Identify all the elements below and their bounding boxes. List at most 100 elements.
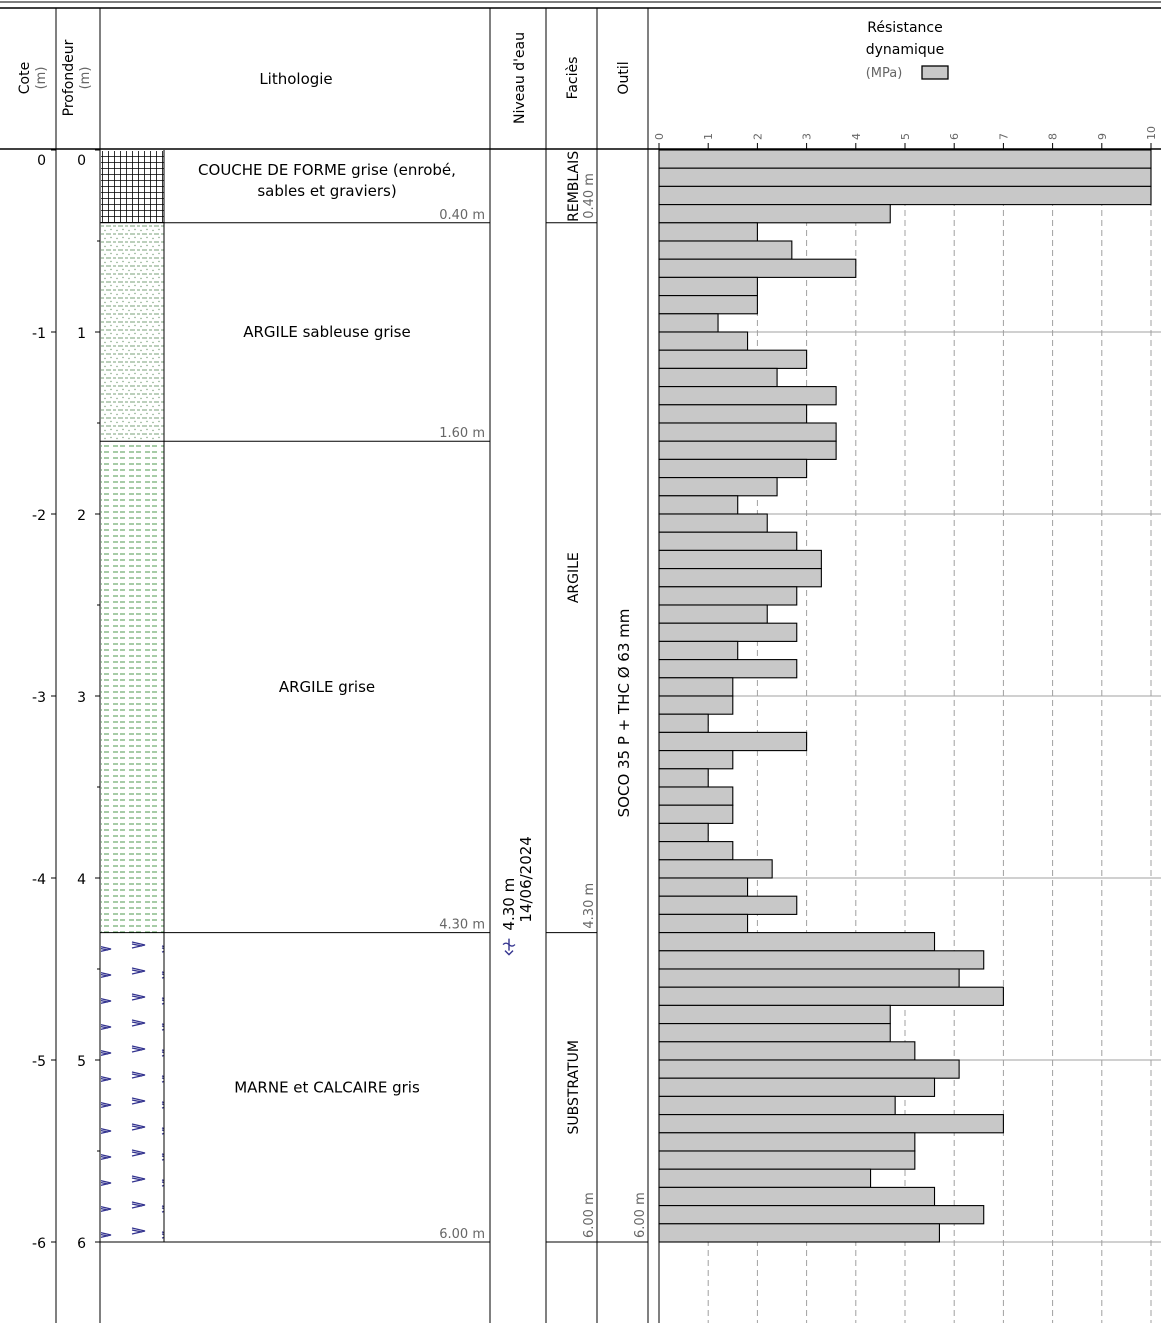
niveau-eau-header: Niveau d'eau xyxy=(512,32,528,124)
layer-description: ARGILE grise xyxy=(279,678,375,696)
layer-base-depth: 4.30 m xyxy=(439,918,485,933)
layer-base-depth: 6.00 m xyxy=(439,1227,485,1242)
lithology-pattern-marl xyxy=(101,933,164,1242)
lithologie-header: Lithologie xyxy=(259,70,332,88)
layer-description: sables et graviers) xyxy=(257,182,396,200)
resistance-bar xyxy=(658,804,734,824)
resistance-bar xyxy=(658,1023,891,1043)
resistance-bar xyxy=(658,786,734,806)
cote-label: -4 xyxy=(32,872,46,888)
cote-label: -5 xyxy=(32,1054,46,1070)
resistance-bar xyxy=(658,659,798,679)
cote-label: -3 xyxy=(32,690,46,706)
resistance-bar xyxy=(658,331,749,351)
resistance-bar xyxy=(658,859,773,879)
resistance-bar xyxy=(658,1186,936,1207)
resistance-bar xyxy=(658,149,1152,169)
water-level-date: 14/06/2024 xyxy=(517,836,535,922)
resistance-bar xyxy=(658,258,857,278)
x-tick-label: 3 xyxy=(801,133,814,140)
x-tick-label: 9 xyxy=(1096,133,1109,140)
resistance-bar xyxy=(658,531,798,551)
facies-name: SUBSTRATUM xyxy=(566,1040,582,1134)
x-tick-label: 1 xyxy=(702,133,715,140)
cote-label: -1 xyxy=(32,326,46,342)
resistance-bar xyxy=(658,841,734,861)
x-tick-label: 2 xyxy=(751,133,764,140)
layer-description: COUCHE DE FORME grise (enrobé, xyxy=(198,161,456,179)
tool-base-depth: 6.00 m xyxy=(633,1192,648,1238)
depth-label: 4 xyxy=(77,872,86,888)
cote-label: -2 xyxy=(32,508,46,524)
facies-base-depth: 4.30 m xyxy=(582,883,597,929)
profondeur-header: Profondeur xyxy=(61,39,77,116)
resistance-bar xyxy=(658,367,778,388)
depth-label: 1 xyxy=(77,326,86,342)
lithology-column: COUCHE DE FORME grise (enrobé, sables et … xyxy=(100,150,490,1243)
x-tick-label: 0 xyxy=(653,133,666,140)
profondeur-unit: (m) xyxy=(78,67,93,90)
depth-label: 5 xyxy=(77,1054,86,1070)
facies-base-depth: 0.40 m xyxy=(582,173,597,219)
lithology-pattern-clay xyxy=(101,442,164,933)
resistance-bar xyxy=(658,204,891,224)
resistance-bar xyxy=(658,422,837,442)
tool-name: SOCO 35 P + THC Ø 63 mm xyxy=(615,609,633,818)
water-level: 4.30 m 14/06/2024 xyxy=(500,836,535,956)
resistance-bar xyxy=(658,1077,936,1097)
cote-header: Cote xyxy=(17,62,33,94)
layer-base-depth: 1.60 m xyxy=(439,426,485,441)
resistance-bar xyxy=(658,185,1152,206)
resistance-bar xyxy=(658,313,719,333)
resistance-bar xyxy=(658,240,793,260)
resistance-bar xyxy=(658,1041,916,1061)
resistance-bar xyxy=(658,895,798,915)
facies-name: REMBLAIS xyxy=(566,151,582,222)
water-level-wave xyxy=(502,942,516,947)
resistance-bar xyxy=(658,695,734,715)
tool-column: SOCO 35 P + THC Ø 63 mm 6.00 m xyxy=(597,609,648,1243)
resistance-bar xyxy=(658,404,808,424)
resistance-bar xyxy=(658,731,808,752)
resistance-bar xyxy=(658,276,758,297)
water-level-depth: 4.30 m xyxy=(500,878,518,931)
depth-label: 6 xyxy=(77,1236,86,1252)
cote-label: 0 xyxy=(37,153,46,169)
resistance-bar xyxy=(658,604,768,624)
layer-description: MARNE et CALCAIRE gris xyxy=(234,1078,420,1096)
resistance-bar xyxy=(658,1205,985,1225)
resistance-chart: 0 1 2 3 4 5 6 7 8 9 10 xyxy=(653,126,1161,1323)
resistance-bar xyxy=(658,986,1004,1006)
depth-label: 0 xyxy=(77,153,86,169)
resistance-bar xyxy=(658,386,837,406)
resistance-bar xyxy=(658,713,709,733)
resistance-bar xyxy=(658,1004,891,1025)
x-tick-label: 5 xyxy=(899,133,912,140)
resistance-bar xyxy=(658,622,798,642)
x-tick-label: 6 xyxy=(948,133,961,140)
resistance-bar xyxy=(658,295,758,315)
facies-header: Faciès xyxy=(565,57,581,100)
resistance-bar xyxy=(658,1150,916,1170)
depth-label: 3 xyxy=(77,690,86,706)
x-tick-label: 8 xyxy=(1047,133,1060,140)
resistance-bar xyxy=(658,349,808,369)
resistance-bar xyxy=(658,1095,896,1116)
facies-base-depth: 6.00 m xyxy=(582,1192,597,1238)
depth-scale: 0 0 -1 1 -2 2 -3 3 -4 4 -5 5 -6 6 xyxy=(32,149,100,1252)
resistance-bar xyxy=(658,458,808,479)
resistance-title-line1: Résistance xyxy=(867,20,942,36)
layer-description: ARGILE sableuse grise xyxy=(243,323,410,341)
resistance-bar xyxy=(658,932,936,952)
lithology-pattern-sandyclay xyxy=(101,223,164,442)
resistance-bar xyxy=(658,495,739,515)
resistance-bar xyxy=(658,568,822,588)
legend-swatch-icon xyxy=(921,65,949,80)
resistance-bar xyxy=(658,1114,1004,1134)
resistance-bar xyxy=(658,477,778,497)
resistance-bar xyxy=(658,913,749,934)
resistance-bar xyxy=(658,1132,916,1152)
facies-name: ARGILE xyxy=(566,552,582,603)
resistance-bar xyxy=(658,222,758,242)
